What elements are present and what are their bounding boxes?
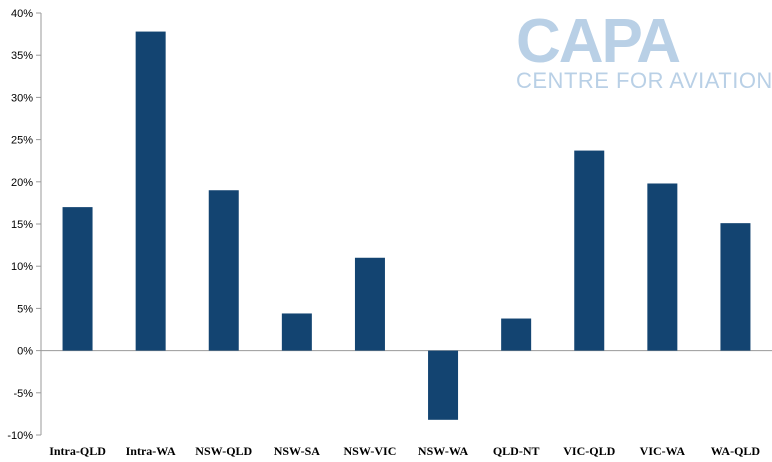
x-category-label: WA-QLD	[711, 444, 761, 458]
bars	[62, 31, 751, 420]
y-tick-label: 15%	[11, 219, 33, 231]
logo-main-text: CAPA	[516, 7, 680, 76]
bar-intra-qld	[62, 207, 93, 351]
x-category-label: Intra-QLD	[49, 444, 106, 458]
x-category-label: VIC-QLD	[563, 444, 615, 458]
y-tick-label: 5%	[17, 303, 33, 315]
y-tick-label: 10%	[11, 261, 33, 273]
tick-labels: -10% -5% 0% 5% 10% 15% 20% 25% 30% 35% 40% Intra-QL…	[7, 8, 760, 458]
y-tick-label: -5%	[13, 388, 33, 400]
y-tick-label: 25%	[11, 135, 33, 147]
x-category-label: NSW-VIC	[343, 444, 396, 458]
x-category-label: NSW-QLD	[195, 444, 252, 458]
bar-intra-wa	[135, 31, 166, 351]
y-tick-label: 0%	[17, 346, 33, 358]
bar-wa-qld	[720, 223, 751, 351]
y-tick-label: 20%	[11, 177, 33, 189]
bar-nsw-vic	[354, 257, 385, 351]
bar-vic-qld	[574, 150, 605, 351]
bar-qld-nt	[501, 318, 532, 351]
x-category-label: NSW-SA	[274, 444, 321, 458]
bar-nsw-wa	[428, 350, 459, 420]
x-category-label: Intra-WA	[126, 444, 176, 458]
bar-vic-wa	[647, 183, 678, 351]
x-category-label: VIC-WA	[640, 444, 686, 458]
x-category-label: NSW-WA	[418, 444, 469, 458]
y-tick-label: 35%	[11, 50, 33, 62]
y-tick-label: 30%	[11, 92, 33, 104]
y-tick-label: -10%	[7, 430, 33, 442]
bar-nsw-sa	[281, 313, 312, 351]
logo-sub-text: CENTRE FOR AVIATION	[516, 68, 772, 93]
bar-nsw-qld	[208, 190, 239, 351]
y-tick-label: 40%	[11, 8, 33, 20]
x-category-label: QLD-NT	[493, 444, 540, 458]
capa-logo: CAPA CENTRE FOR AVIATION	[516, 7, 772, 93]
